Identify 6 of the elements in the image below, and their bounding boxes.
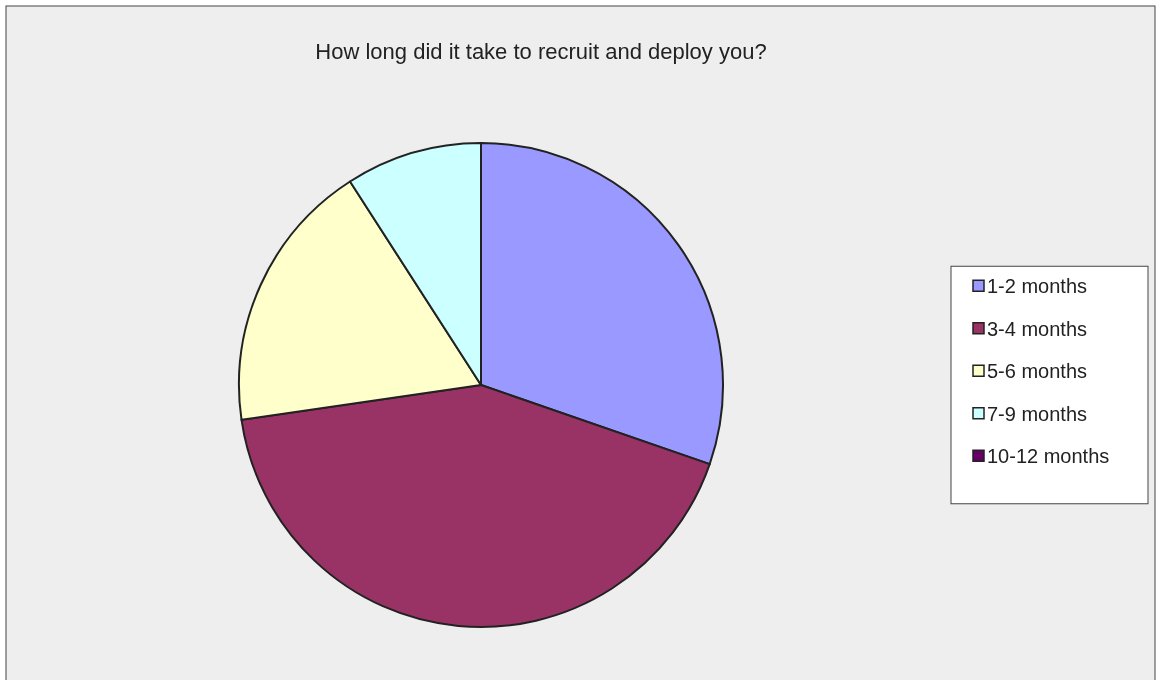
legend-label: 1-2 months: [987, 275, 1088, 298]
legend-label: 10-12 months: [987, 445, 1110, 468]
legend-label: 3-4 months: [987, 317, 1088, 340]
legend-label: 7-9 months: [987, 402, 1088, 425]
legend-label: 5-6 months: [987, 360, 1088, 383]
chart-title: How long did it take to recruit and deploy you?: [315, 39, 767, 64]
